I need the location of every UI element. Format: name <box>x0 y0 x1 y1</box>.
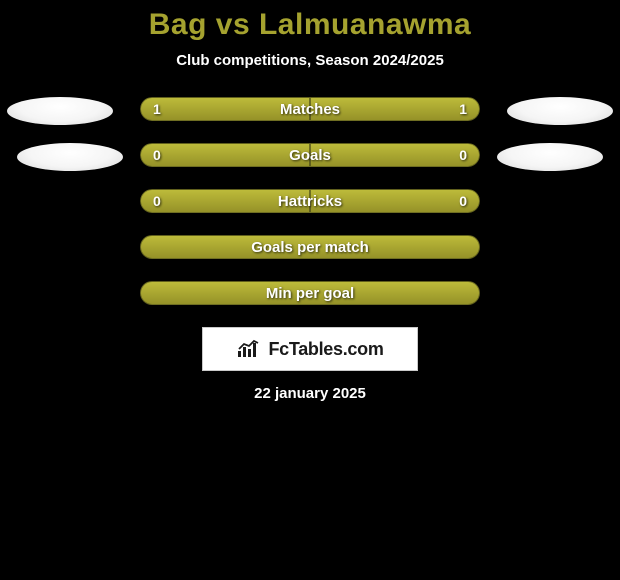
source-logo: FcTables.com <box>236 339 383 360</box>
source-logo-text: FcTables.com <box>268 339 383 360</box>
page-title: Bag vs Lalmuanawma <box>0 8 620 42</box>
stat-value-left: 0 <box>153 147 161 163</box>
stat-right-half: 0 <box>310 143 480 167</box>
player-left-badge-1 <box>7 97 113 125</box>
stat-value-left: 0 <box>153 193 161 209</box>
player-left-badge-2 <box>17 143 123 171</box>
stat-value-right: 0 <box>459 147 467 163</box>
stat-label: Min per goal <box>141 285 479 302</box>
stat-rows: 1 1 Matches 0 0 Goals 0 0 Hattric <box>0 97 620 305</box>
date-text: 22 january 2025 <box>0 385 620 402</box>
barchart-icon <box>236 339 262 359</box>
stat-value-right: 1 <box>459 101 467 117</box>
page-subtitle: Club competitions, Season 2024/2025 <box>0 52 620 69</box>
stat-right-half: 1 <box>310 97 480 121</box>
player-right-badge-2 <box>497 143 603 171</box>
stat-row-goals: 0 0 Goals <box>140 143 480 167</box>
player-right-badge-1 <box>507 97 613 125</box>
stat-right-half: 0 <box>310 189 480 213</box>
stat-left-half: 1 <box>140 97 310 121</box>
stat-left-half: 0 <box>140 189 310 213</box>
source-logo-box: FcTables.com <box>202 327 418 371</box>
stat-row-matches: 1 1 Matches <box>140 97 480 121</box>
stat-label: Goals per match <box>141 239 479 256</box>
stat-left-half: 0 <box>140 143 310 167</box>
stat-row-hattricks: 0 0 Hattricks <box>140 189 480 213</box>
stat-value-left: 1 <box>153 101 161 117</box>
stat-row-goals-per-match: Goals per match <box>140 235 480 259</box>
comparison-card: Bag vs Lalmuanawma Club competitions, Se… <box>0 0 620 402</box>
stat-row-min-per-goal: Min per goal <box>140 281 480 305</box>
stat-value-right: 0 <box>459 193 467 209</box>
